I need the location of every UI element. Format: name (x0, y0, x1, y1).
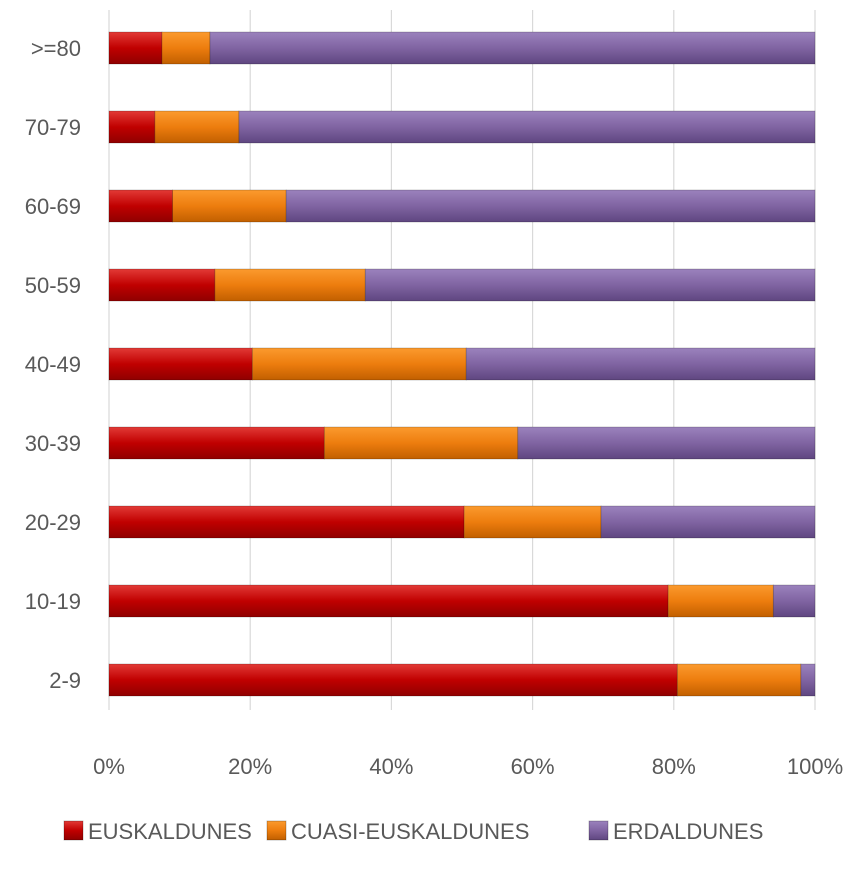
bars (108, 31, 816, 697)
legend: EUSKALDUNES CUASI-EUSKALDUNES ERDALDUNES (63, 819, 763, 844)
y-tick-label: 20-29 (25, 510, 81, 535)
legend-label: CUASI-EUSKALDUNES (291, 819, 529, 844)
y-tick-label: 40-49 (25, 352, 81, 377)
bar-segment-euskaldunes (108, 584, 669, 618)
x-tick-label: 80% (652, 754, 696, 779)
value-axis-labels: 0% 20% 40% 60% 80% 100% (93, 754, 843, 779)
bar-segment-erdaldunes (600, 505, 816, 539)
bar-segment-euskaldunes (108, 347, 253, 381)
bar-segment-cuasi-euskaldunes (667, 584, 774, 618)
bar-segment-erdaldunes (209, 31, 816, 65)
bar-segment-erdaldunes (238, 110, 816, 144)
legend-label: EUSKALDUNES (88, 819, 252, 844)
y-tick-label: 60-69 (25, 194, 81, 219)
x-tick-label: 0% (93, 754, 125, 779)
legend-swatch (63, 820, 84, 841)
y-tick-label: 50-59 (25, 273, 81, 298)
x-tick-label: 20% (228, 754, 272, 779)
x-tick-label: 100% (787, 754, 843, 779)
x-tick-label: 60% (511, 754, 555, 779)
bar-segment-erdaldunes (465, 347, 816, 381)
bar-segment-cuasi-euskaldunes (161, 31, 211, 65)
y-tick-label: 30-39 (25, 431, 81, 456)
bar-segment-euskaldunes (108, 110, 156, 144)
bar-segment-euskaldunes (108, 31, 163, 65)
category-axis-labels: >=80 70-79 60-69 50-59 40-49 30-39 20-29 10-19 2… (25, 36, 81, 693)
legend-swatch (266, 820, 287, 841)
bar-segment-erdaldunes (772, 584, 816, 618)
bar-segment-euskaldunes (108, 505, 465, 539)
y-tick-label: 70-79 (25, 115, 81, 140)
bar-segment-euskaldunes (108, 268, 216, 302)
legend-label: ERDALDUNES (613, 819, 763, 844)
y-tick-label: 2-9 (49, 668, 81, 693)
bar-segment-cuasi-euskaldunes (323, 426, 519, 460)
bar-segment-erdaldunes (285, 189, 816, 223)
bar-segment-euskaldunes (108, 189, 173, 223)
bar-segment-cuasi-euskaldunes (251, 347, 467, 381)
x-tick-label: 40% (369, 754, 413, 779)
bar-segment-cuasi-euskaldunes (172, 189, 287, 223)
bar-segment-erdaldunes (364, 268, 816, 302)
bar-segment-euskaldunes (108, 426, 325, 460)
bar-segment-erdaldunes (517, 426, 816, 460)
bar-segment-cuasi-euskaldunes (676, 663, 802, 697)
y-tick-label: 10-19 (25, 589, 81, 614)
bar-segment-cuasi-euskaldunes (154, 110, 240, 144)
legend-swatch (588, 820, 609, 841)
bar-segment-erdaldunes (800, 663, 816, 697)
bar-segment-euskaldunes (108, 663, 678, 697)
bar-segment-cuasi-euskaldunes (214, 268, 366, 302)
bar-segment-cuasi-euskaldunes (463, 505, 602, 539)
y-tick-label: >=80 (31, 36, 81, 61)
